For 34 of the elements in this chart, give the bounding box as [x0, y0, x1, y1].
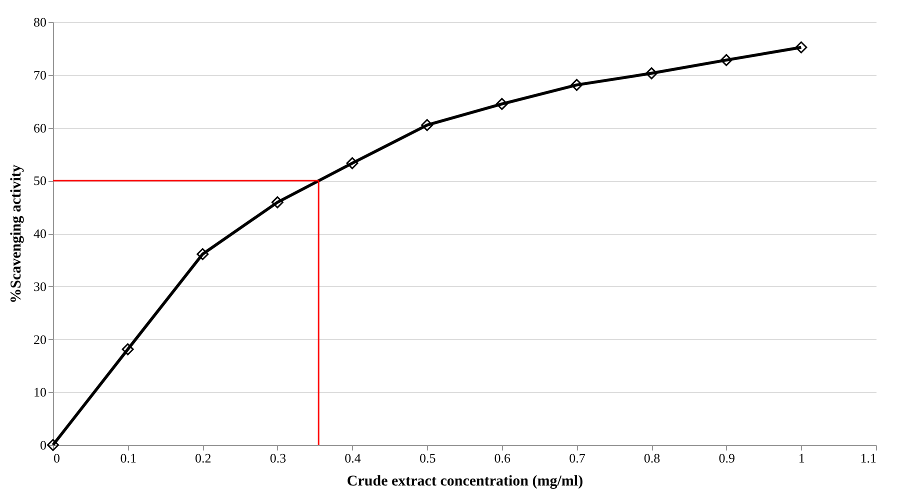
point: [346, 157, 358, 170]
y-tick-label: 70: [34, 67, 46, 82]
point: [496, 98, 508, 110]
x-tick-label: 0.3: [270, 450, 286, 466]
x-tick-label: 0.5: [419, 450, 436, 466]
point: [720, 54, 732, 66]
x-tick-label: 1: [798, 450, 805, 466]
point: [47, 439, 59, 451]
y-tick-label: 80: [34, 14, 46, 30]
y-tick-label: 0: [40, 438, 46, 452]
x-tick-label: 0.6: [494, 450, 512, 466]
y-axis-title: %Scavenging activity: [8, 164, 24, 304]
x-tick-label: 0.7: [569, 450, 586, 466]
y-tick-label: 50: [34, 173, 46, 188]
x-tick-label: 1.1: [860, 450, 876, 466]
x-tick-label: 0: [54, 450, 60, 466]
x-tick-label: 0.1: [120, 450, 136, 466]
y-tick-label: 40: [34, 226, 46, 241]
y-tick-label: 60: [34, 120, 46, 136]
point: [271, 196, 284, 208]
y-tick-label: 20: [34, 332, 46, 347]
x-tick-label: 0.9: [718, 450, 735, 466]
x-tick-label: 0.4: [344, 450, 362, 466]
x-tick-label: 0.2: [195, 450, 212, 466]
point: [196, 248, 209, 260]
x-axis-title: Crude extract concentration (mg/ml): [346, 474, 584, 490]
point: [570, 78, 583, 91]
point: [795, 41, 808, 54]
point: [122, 343, 134, 356]
y-tick-label: 10: [34, 384, 46, 400]
y-tick-label: 30: [34, 278, 46, 294]
x-tick-label: 0.8: [644, 450, 660, 466]
point: [646, 67, 658, 80]
point: [421, 119, 434, 132]
